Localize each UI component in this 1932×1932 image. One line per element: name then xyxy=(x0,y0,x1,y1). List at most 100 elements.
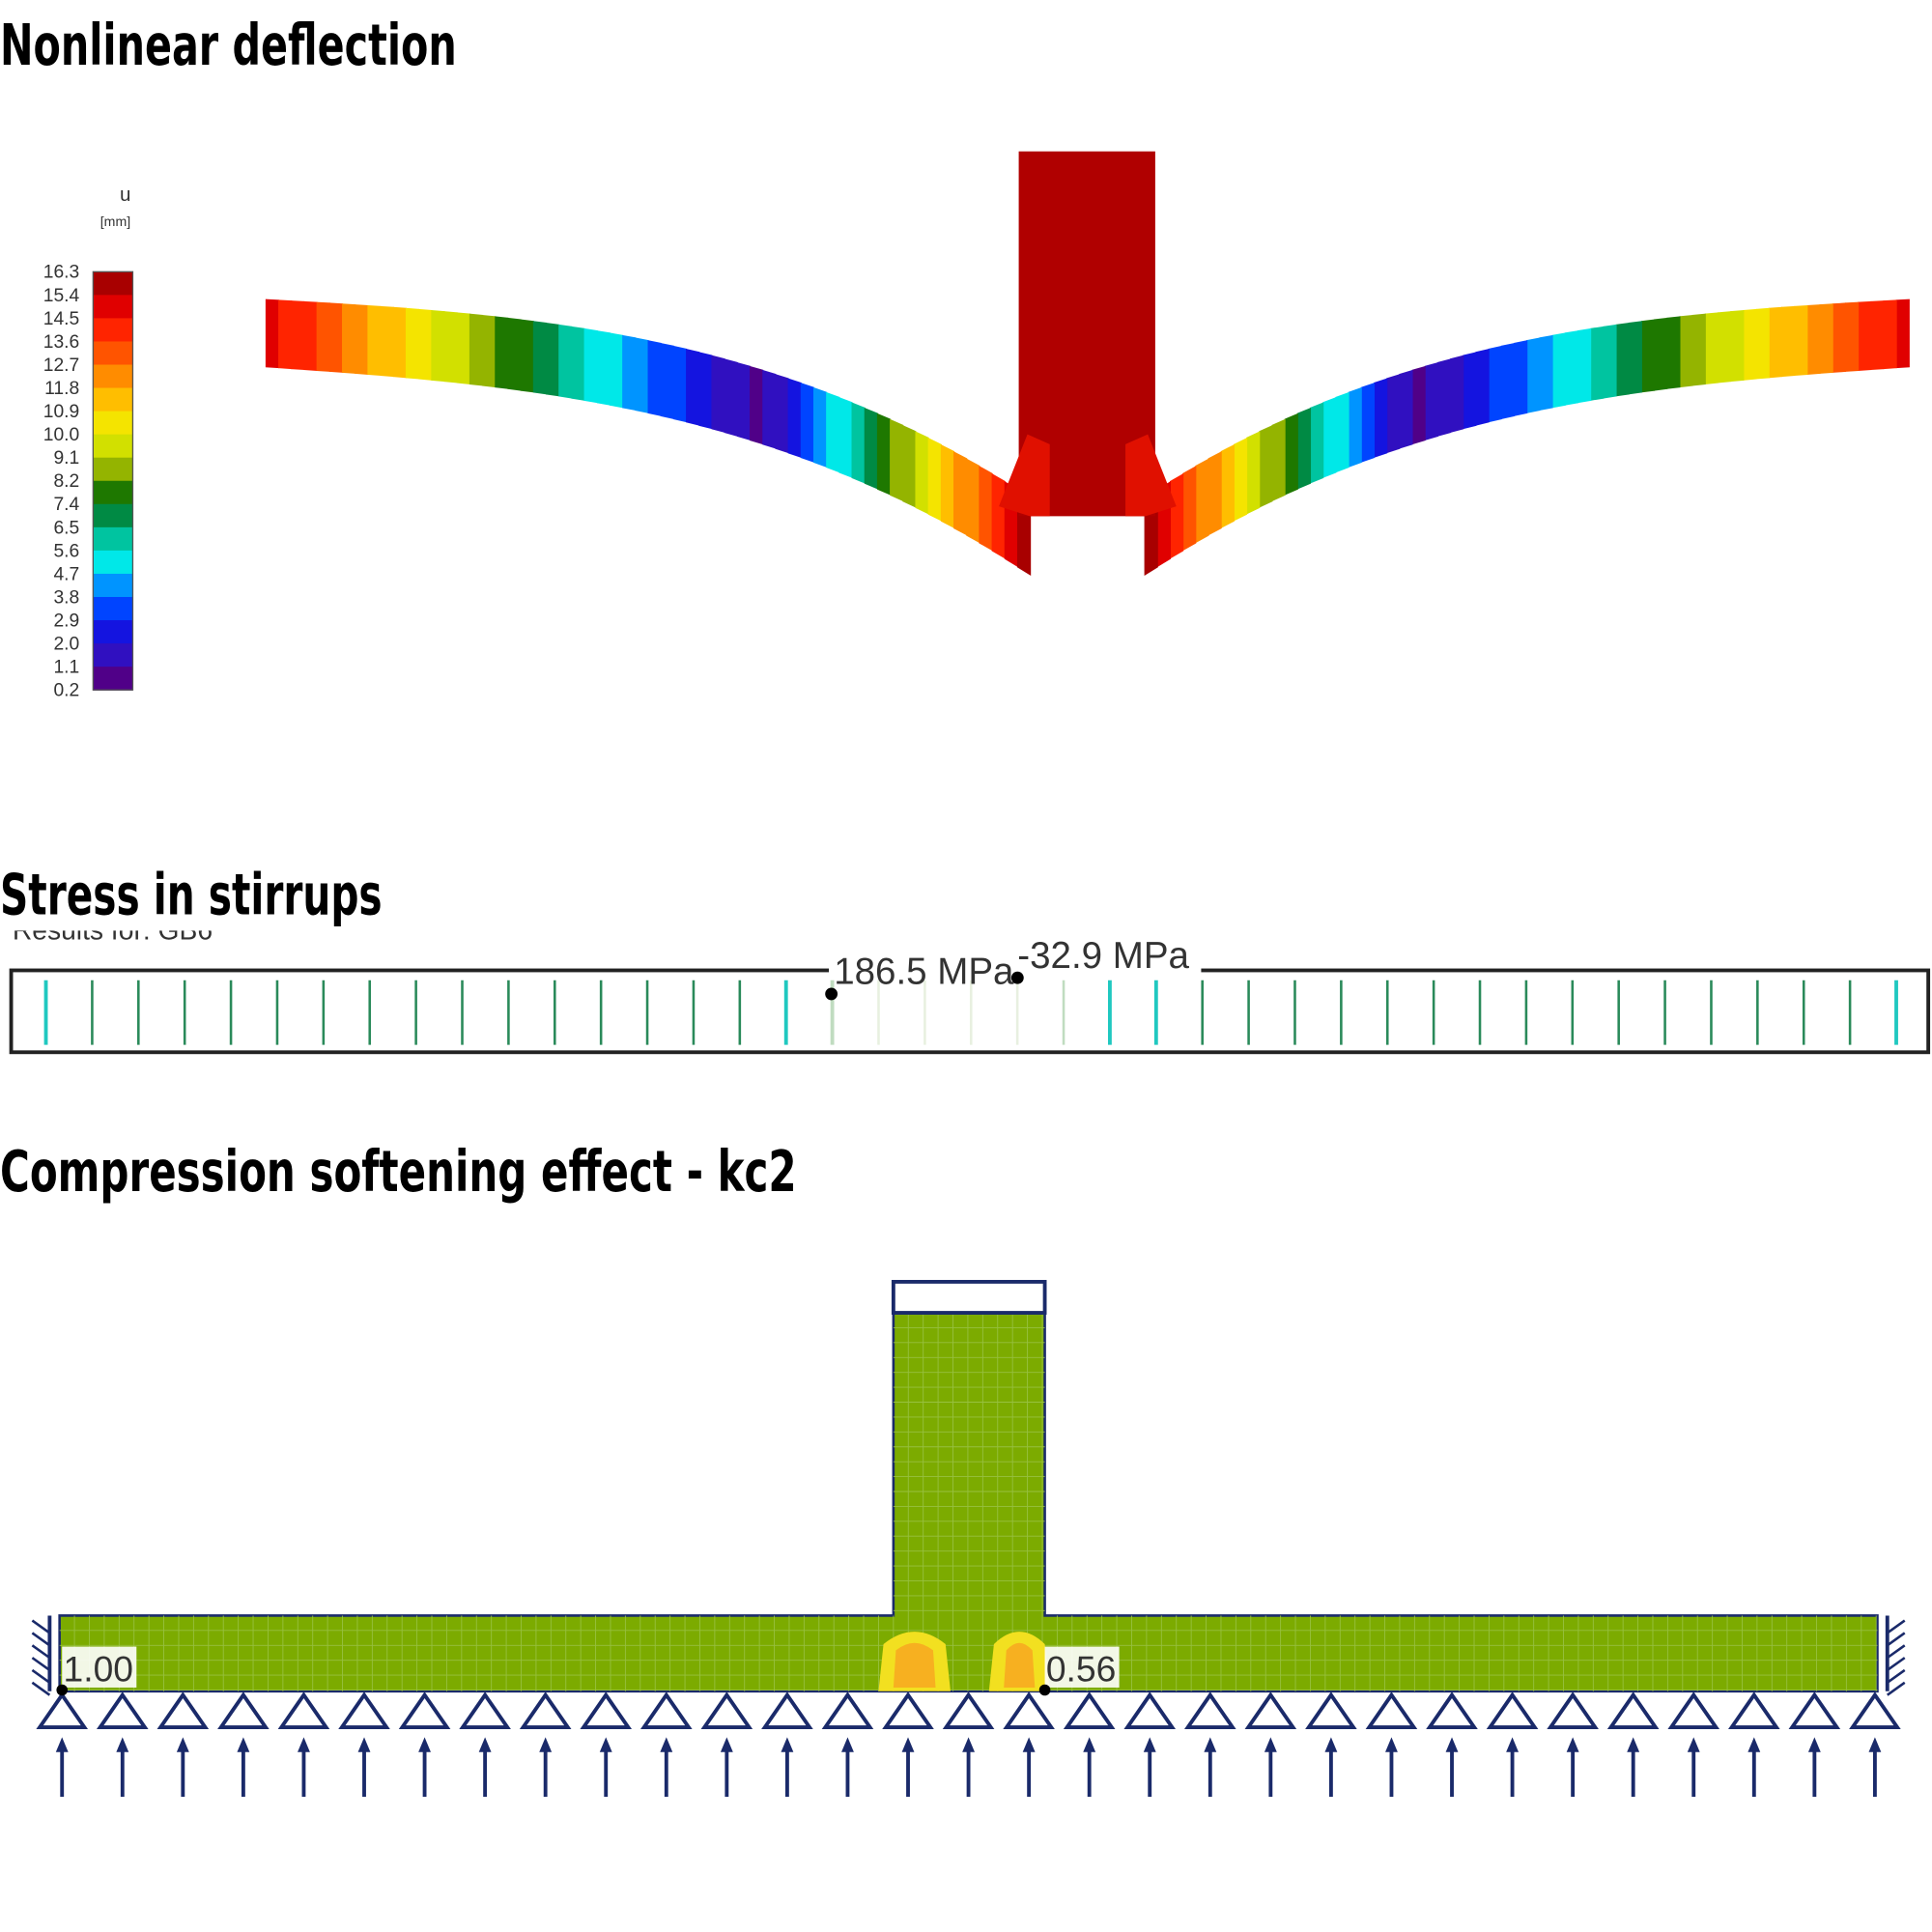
legend-swatch xyxy=(93,573,133,598)
hatch xyxy=(1887,1657,1906,1672)
beam-segment xyxy=(495,316,509,389)
support xyxy=(1365,1691,1418,1729)
legend-label: 0.2 xyxy=(53,681,79,701)
legend-label: 1.1 xyxy=(53,658,79,678)
beam-segment xyxy=(583,327,598,404)
beam-segment xyxy=(838,397,853,478)
support xyxy=(1547,1691,1599,1729)
support xyxy=(1849,1691,1901,1729)
beam-segment xyxy=(787,378,802,458)
beam-segment xyxy=(1654,317,1668,391)
beam-segment xyxy=(1780,305,1796,378)
arrow-head xyxy=(1506,1737,1519,1752)
arrow-head xyxy=(1324,1737,1338,1752)
beam-segment xyxy=(1832,302,1846,373)
legend-swatch xyxy=(93,596,133,621)
legend-label: 7.4 xyxy=(53,495,79,515)
hatch xyxy=(31,1668,51,1684)
beam-segment xyxy=(1755,307,1770,380)
beam-segment xyxy=(1577,327,1592,404)
beam-segment xyxy=(278,299,293,370)
hatch xyxy=(1887,1681,1906,1696)
hatch xyxy=(31,1657,51,1672)
beam-segment xyxy=(775,374,789,454)
beam-segment xyxy=(303,300,318,371)
beam-segment xyxy=(915,431,929,515)
beam-segment xyxy=(1411,365,1426,445)
beam-segment xyxy=(711,355,725,434)
legend-label: 4.7 xyxy=(53,564,79,584)
beam-segment xyxy=(736,361,752,440)
arrow-head xyxy=(901,1737,915,1752)
beam-segment xyxy=(596,330,611,406)
beam-segment xyxy=(1182,466,1197,552)
beam-segment xyxy=(966,458,980,544)
legend-swatch xyxy=(93,503,133,528)
arrow-head xyxy=(1385,1737,1398,1752)
probe-point xyxy=(56,1684,69,1696)
support xyxy=(1788,1691,1841,1729)
beam-segment xyxy=(1424,361,1438,440)
beam-segment xyxy=(1730,309,1745,383)
arrow-head xyxy=(1687,1737,1700,1752)
beam-segment xyxy=(1870,300,1885,371)
beam-segment xyxy=(342,303,356,374)
column-fillet xyxy=(999,434,1050,517)
arrow-head xyxy=(1566,1737,1579,1752)
section-title: Compression softening effect - kc2 xyxy=(0,1138,797,1205)
beam-segment xyxy=(1233,438,1248,522)
beam-segment xyxy=(890,418,904,502)
deflection-view: u [mm] 16.3 15.4 14.5 13.612.7 11.8 10.9 10.0 9.1… xyxy=(43,151,1910,701)
support xyxy=(519,1691,572,1729)
legend-label: 11.8 xyxy=(44,379,79,399)
legend-swatch xyxy=(93,318,133,343)
beam-segment xyxy=(265,298,280,369)
support xyxy=(1305,1691,1357,1729)
beam-segment xyxy=(1806,304,1821,375)
stress-label: -32.9 MPa xyxy=(1017,935,1189,977)
hatch xyxy=(1887,1668,1906,1684)
beam-segment xyxy=(1463,352,1477,430)
beam-segment xyxy=(1603,324,1617,399)
legend-swatch xyxy=(93,526,133,552)
kc2-label: 0.56 xyxy=(1046,1649,1117,1690)
support xyxy=(1486,1691,1539,1729)
arrow-head xyxy=(1747,1737,1761,1752)
beam-segment xyxy=(291,300,305,371)
legend-frame xyxy=(92,270,134,691)
probe-point xyxy=(1010,971,1024,984)
beam-segment xyxy=(469,313,484,386)
beam-segment xyxy=(1590,326,1605,401)
arrow-head xyxy=(298,1737,310,1752)
legend-swatch xyxy=(93,364,133,389)
support xyxy=(580,1691,633,1729)
beam-segment xyxy=(1768,306,1783,379)
beam-segment xyxy=(507,317,522,391)
legend-label: 8.2 xyxy=(53,471,79,492)
legend-swatch xyxy=(93,550,133,575)
arrow-head xyxy=(962,1737,975,1752)
beam-segment xyxy=(1169,472,1184,559)
support xyxy=(761,1691,813,1729)
beam-segment xyxy=(1844,301,1860,372)
support xyxy=(821,1691,874,1729)
beam-segment xyxy=(392,306,407,379)
beam-segment xyxy=(1373,378,1388,458)
beam-segment xyxy=(1296,407,1312,490)
beam-segment xyxy=(979,466,993,552)
legend-swatch xyxy=(93,271,133,297)
beam-segment xyxy=(571,326,585,401)
arrow-head xyxy=(1627,1737,1640,1752)
hatch xyxy=(31,1681,51,1696)
support xyxy=(700,1691,753,1729)
arrow-head xyxy=(539,1737,553,1752)
beam-segment xyxy=(443,311,458,384)
arrow-head xyxy=(781,1737,794,1752)
beam-segment xyxy=(1718,311,1732,384)
legend-label: 13.6 xyxy=(43,332,79,353)
beam-segment xyxy=(1348,386,1362,469)
legend-swatch xyxy=(93,387,133,412)
stirrups-view: Results for: GB6186.5 MPa-32.9 MPa xyxy=(0,914,1931,1055)
beam-segment xyxy=(940,443,955,528)
beam-segment xyxy=(1794,304,1808,377)
